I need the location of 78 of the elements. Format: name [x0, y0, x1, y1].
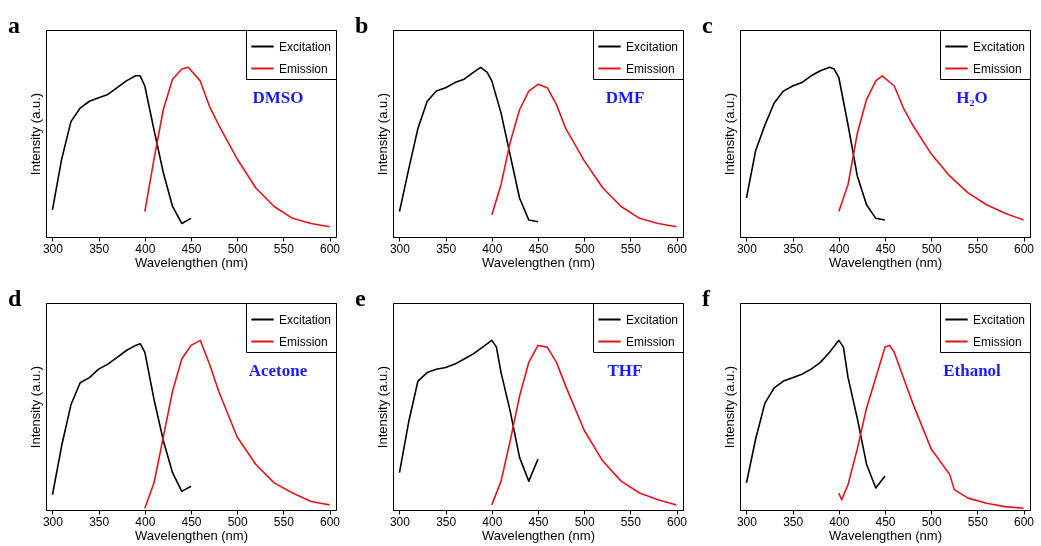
- x-tick-label: 550: [620, 241, 642, 256]
- x-tick-label: 300: [389, 241, 411, 256]
- x-tick-label: 500: [574, 241, 596, 256]
- x-tick-label: 450: [181, 241, 202, 256]
- x-tick-label: 550: [620, 514, 642, 529]
- text: a: [8, 12, 20, 38]
- legend-label: Excitation: [973, 39, 1026, 54]
- x-tick-label: 450: [528, 241, 549, 256]
- legend-label: Emission: [626, 61, 675, 76]
- x-tick-label: 550: [967, 241, 989, 256]
- x-tick-label: 300: [736, 241, 758, 256]
- text: e: [355, 285, 366, 311]
- y-axis-title: Intensity (a.u.): [27, 92, 43, 176]
- x-tick-label: 550: [273, 241, 295, 256]
- annotation: H₂O: [956, 88, 988, 108]
- x-tick-label: 500: [921, 241, 943, 256]
- x-tick-label: 400: [482, 241, 503, 256]
- x-tick-label: 550: [967, 514, 989, 529]
- x-tick-label: 350: [436, 241, 457, 256]
- x-tick-label: 600: [1014, 514, 1035, 529]
- x-tick-label: 400: [135, 241, 156, 256]
- x-tick-label: 350: [436, 514, 457, 529]
- x-tick-label: 300: [42, 241, 64, 256]
- x-tick-label: 450: [875, 241, 896, 256]
- x-axis-title: Wavelengthen (nm): [829, 254, 942, 270]
- annotation: Acetone: [248, 361, 308, 381]
- x-tick-label: 500: [227, 241, 249, 256]
- text: d: [8, 285, 22, 311]
- x-tick-label: 600: [667, 514, 688, 529]
- x-tick-label: 500: [574, 514, 596, 529]
- y-axis-title: Intensity (a.u.): [721, 365, 737, 449]
- x-tick-label: 600: [1014, 241, 1035, 256]
- x-tick-label: 400: [829, 514, 850, 529]
- y-axis-title: Intensity (a.u.): [721, 92, 737, 176]
- x-axis-title: Wavelengthen (nm): [482, 254, 595, 270]
- legend-label: Excitation: [279, 39, 332, 54]
- legend-label: Excitation: [626, 312, 679, 327]
- annotation: DMF: [605, 88, 645, 108]
- text: f: [702, 285, 711, 311]
- legend-label: Emission: [626, 334, 675, 349]
- text: c: [702, 12, 713, 38]
- x-tick-label: 450: [181, 514, 202, 529]
- x-axis-title: Wavelengthen (nm): [135, 254, 248, 270]
- x-tick-label: 450: [528, 514, 549, 529]
- x-tick-label: 400: [829, 241, 850, 256]
- legend-label: Emission: [973, 334, 1022, 349]
- x-tick-label: 350: [783, 241, 804, 256]
- x-tick-label: 400: [135, 514, 156, 529]
- x-tick-label: 400: [482, 514, 503, 529]
- x-tick-label: 600: [667, 241, 688, 256]
- x-tick-label: 500: [921, 514, 943, 529]
- legend-label: Excitation: [626, 39, 679, 54]
- y-axis-title: Intensity (a.u.): [27, 365, 43, 449]
- legend-label: Excitation: [279, 312, 332, 327]
- text: b: [355, 12, 369, 38]
- legend-label: Emission: [973, 61, 1022, 76]
- x-tick-label: 450: [875, 514, 896, 529]
- x-axis-title: Wavelengthen (nm): [135, 527, 248, 543]
- legend-label: Excitation: [973, 312, 1026, 327]
- x-tick-label: 300: [42, 514, 64, 529]
- x-tick-label: 300: [736, 514, 758, 529]
- legend-label: Emission: [279, 334, 328, 349]
- x-axis-title: Wavelengthen (nm): [482, 527, 595, 543]
- legend-label: Emission: [279, 61, 328, 76]
- x-tick-label: 300: [389, 514, 411, 529]
- x-tick-label: 350: [89, 241, 110, 256]
- annotation: DMSO: [252, 88, 304, 108]
- x-tick-label: 550: [273, 514, 295, 529]
- annotation: Ethanol: [943, 361, 1002, 381]
- annotation: THF: [607, 361, 643, 381]
- y-axis-title: Intensity (a.u.): [374, 365, 390, 449]
- y-axis-title: Intensity (a.u.): [374, 92, 390, 176]
- x-tick-label: 350: [783, 514, 804, 529]
- x-tick-label: 600: [320, 514, 341, 529]
- x-axis-title: Wavelengthen (nm): [829, 527, 942, 543]
- x-tick-label: 350: [89, 514, 110, 529]
- x-tick-label: 500: [227, 514, 249, 529]
- x-tick-label: 600: [320, 241, 341, 256]
